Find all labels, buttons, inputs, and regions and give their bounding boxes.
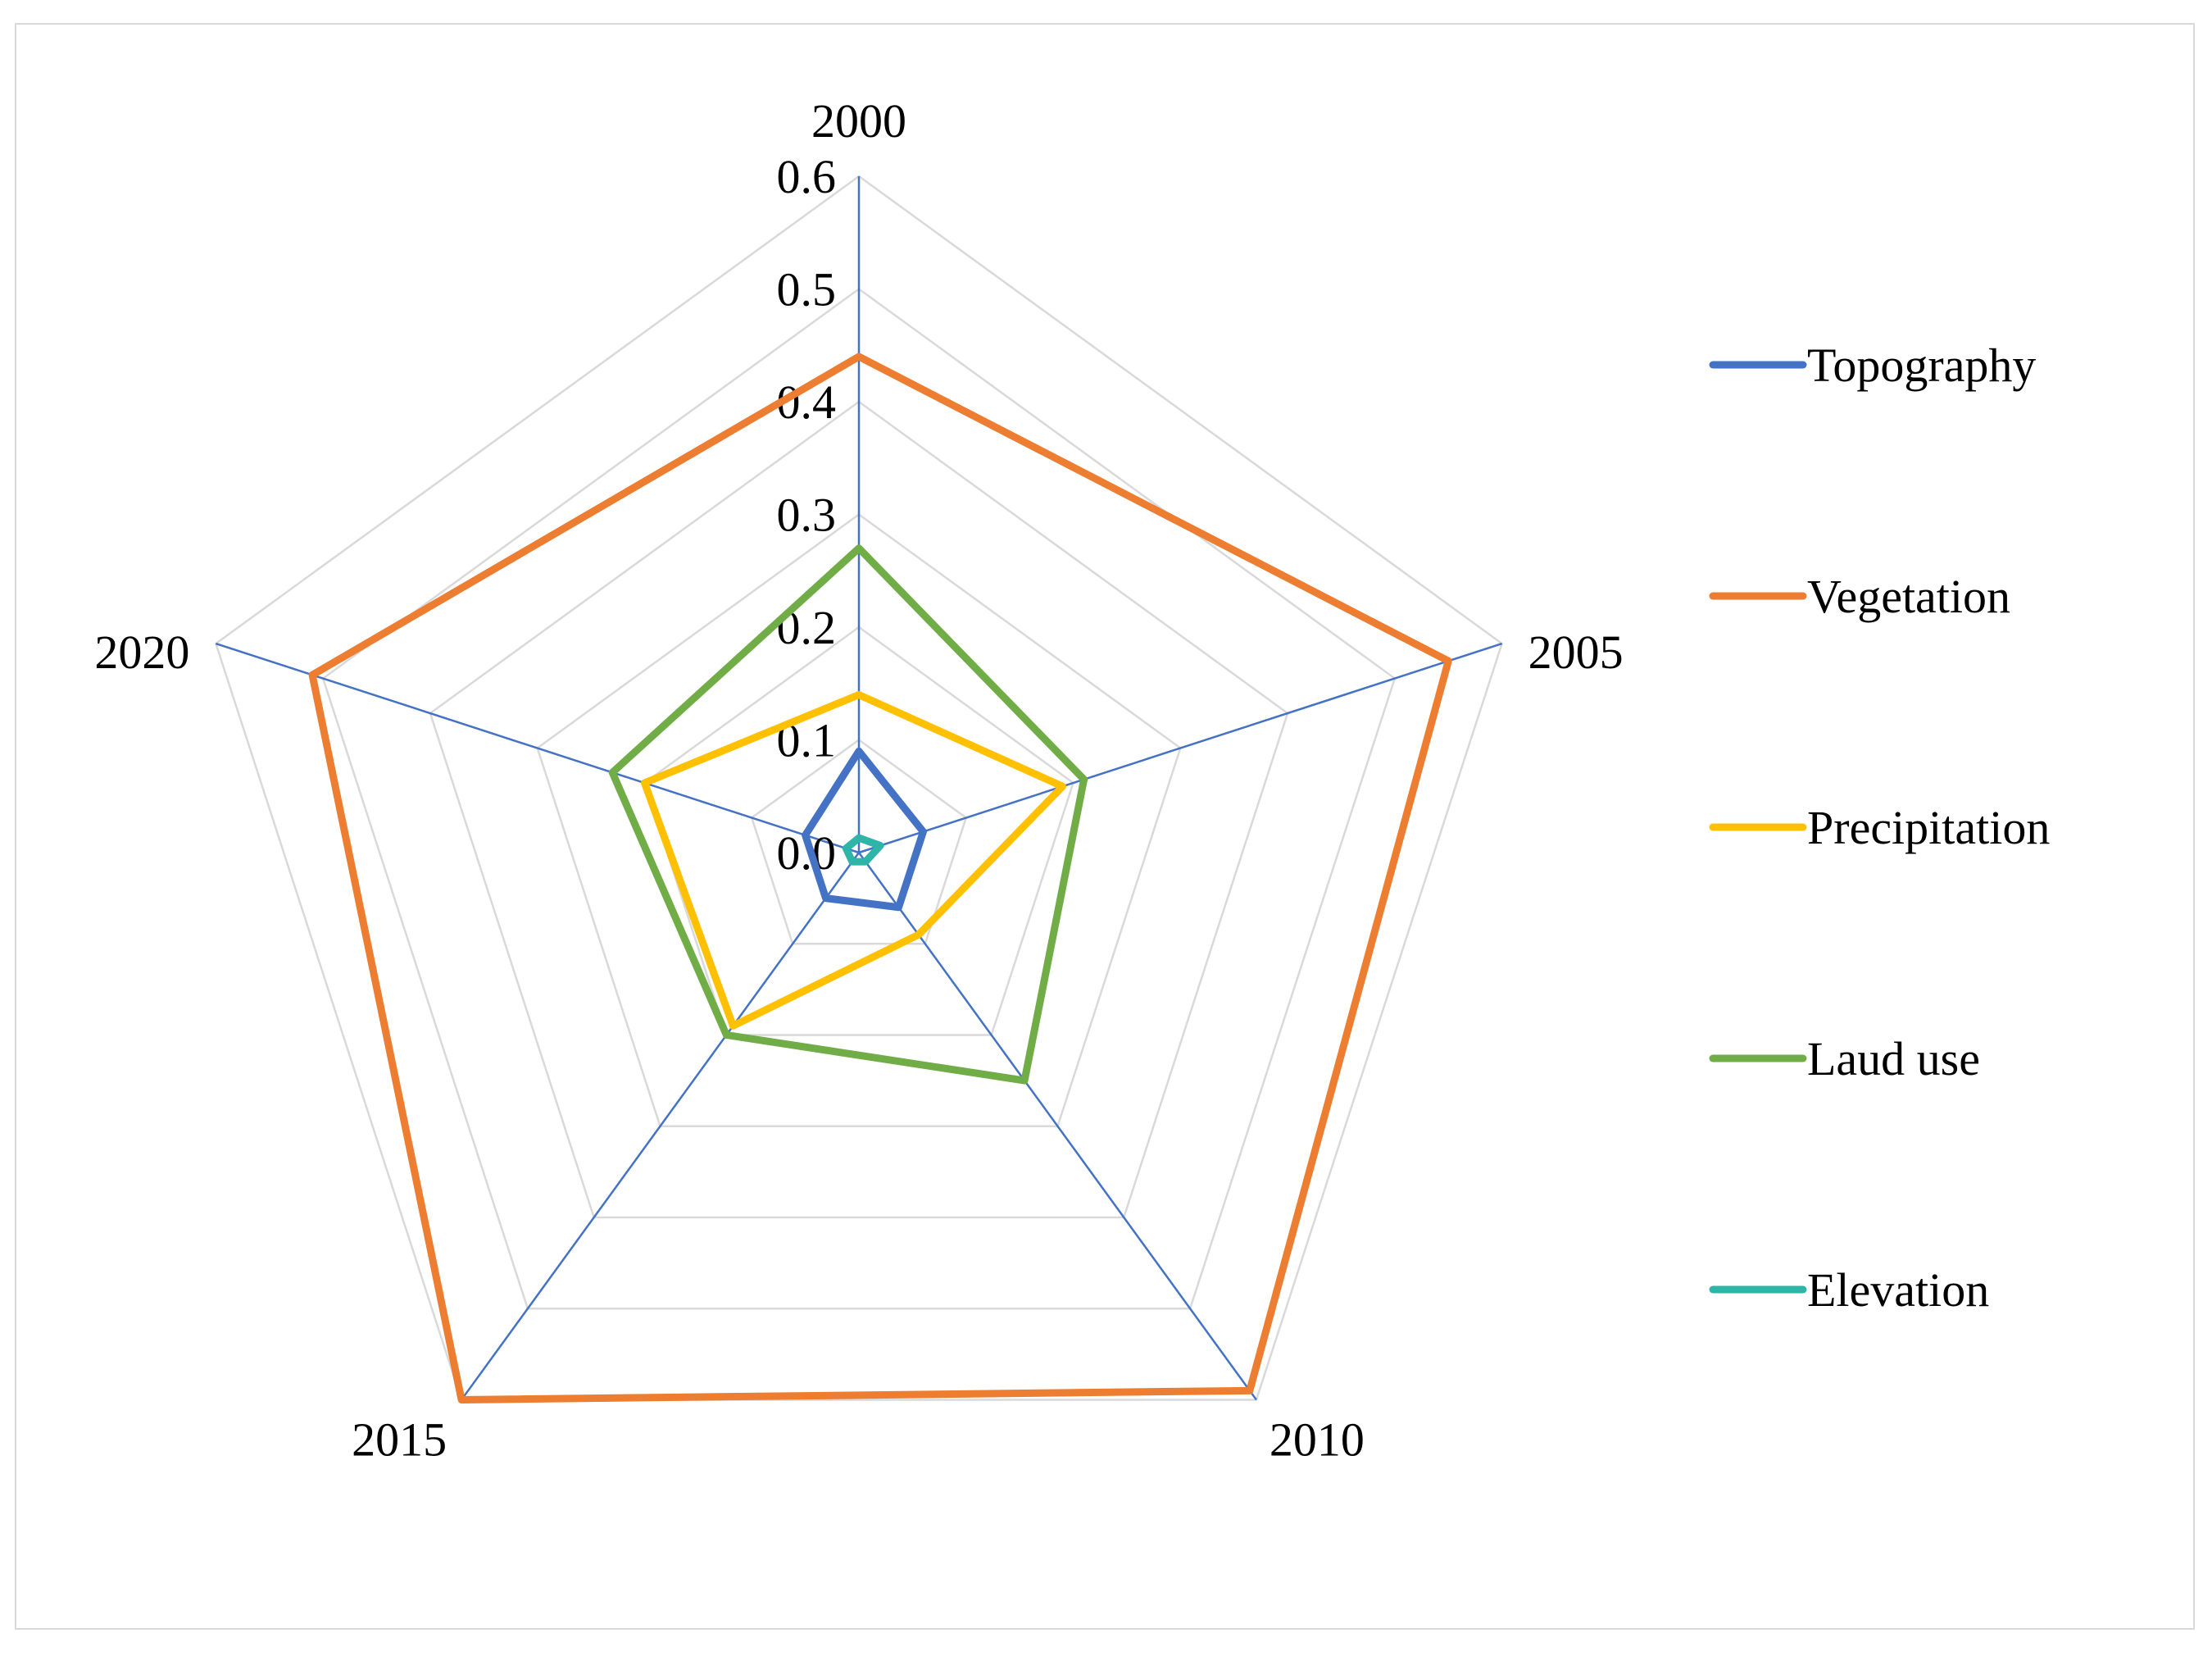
legend-label-laud-use: Laud use <box>1807 1032 1980 1085</box>
category-label-2020: 2020 <box>94 626 189 679</box>
series-topography <box>802 747 927 912</box>
spoke-2005 <box>858 642 1503 854</box>
chart-frame <box>15 23 2195 1630</box>
grid-ring-4 <box>429 400 1289 1219</box>
tick-label: 0.6 <box>777 150 837 203</box>
spoke-2010 <box>857 852 1257 1401</box>
series-precipitation <box>640 691 1066 1030</box>
category-label-2015: 2015 <box>352 1413 447 1466</box>
legend-label-topography: Topography <box>1807 339 2036 392</box>
category-label-2005: 2005 <box>1528 626 1624 679</box>
series-elevation <box>842 834 884 866</box>
legend-label-elevation: Elevation <box>1807 1263 1989 1317</box>
category-labels: 2000 2005 2010 2015 2020 <box>94 94 1623 1466</box>
tick-label: 0.2 <box>777 601 837 654</box>
radial-tick-labels: 0.00.10.20.30.40.50.6 <box>777 150 837 880</box>
radar-spokes <box>215 176 1503 1401</box>
grid-ring-3 <box>536 512 1182 1127</box>
legend-label-precipitation: Precipitation <box>1807 801 2050 854</box>
grid-ring-1 <box>750 738 968 945</box>
spoke-2015 <box>461 852 861 1401</box>
grid-ring-2 <box>643 626 1075 1036</box>
series-lines <box>308 353 1452 1404</box>
grid-ring-6 <box>214 175 1504 1401</box>
tick-label: 0.3 <box>777 489 837 542</box>
series-vegetation <box>308 353 1452 1404</box>
category-label-2000: 2000 <box>811 94 906 148</box>
tick-label: 0.5 <box>777 263 837 316</box>
spoke-2020 <box>215 642 860 854</box>
series-laud-use <box>608 544 1088 1085</box>
category-label-2010: 2010 <box>1270 1413 1365 1466</box>
legend: Topography Vegetation Precipitation Laud us… <box>1709 339 2050 1317</box>
legend-label-vegetation: Vegetation <box>1807 570 2010 623</box>
